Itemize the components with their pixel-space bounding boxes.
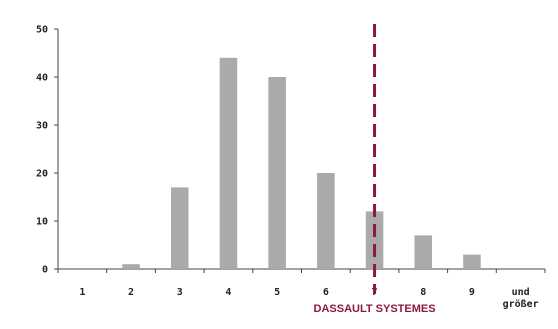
- x-tick-label: 8: [420, 287, 426, 298]
- bar: [414, 235, 433, 269]
- bar: [317, 173, 335, 269]
- bar: [365, 211, 384, 269]
- bars: [122, 57, 481, 269]
- bar: [268, 77, 286, 269]
- y-tick-label: 30: [36, 121, 48, 132]
- y-tick-label: 40: [36, 73, 48, 84]
- marker: DASSAULT SYSTEMES: [314, 24, 436, 315]
- x-tick-label: 4: [225, 287, 231, 298]
- bar: [463, 254, 481, 269]
- x-tick-label: und größer: [503, 287, 539, 310]
- bar: [219, 57, 238, 269]
- bar: [122, 264, 140, 269]
- y-tick-label: 20: [36, 169, 48, 180]
- y-tick-label: 50: [36, 25, 48, 36]
- y-tick-label: 10: [36, 217, 48, 228]
- x-tick-label: 6: [323, 287, 329, 298]
- x-tick-label: 3: [177, 287, 183, 298]
- x-tick-label: 5: [274, 287, 280, 298]
- x-tick-label: 1: [79, 287, 85, 298]
- marker-label: DASSAULT SYSTEMES: [314, 303, 436, 315]
- y-axis: 0 10 20 30 40 50: [36, 25, 59, 276]
- x-tick-label: 9: [469, 287, 475, 298]
- y-tick-label: 0: [42, 265, 48, 276]
- bar: [170, 187, 189, 269]
- x-tick-label: 2: [128, 287, 134, 298]
- x-axis: 123456789undgrößer: [57, 268, 546, 310]
